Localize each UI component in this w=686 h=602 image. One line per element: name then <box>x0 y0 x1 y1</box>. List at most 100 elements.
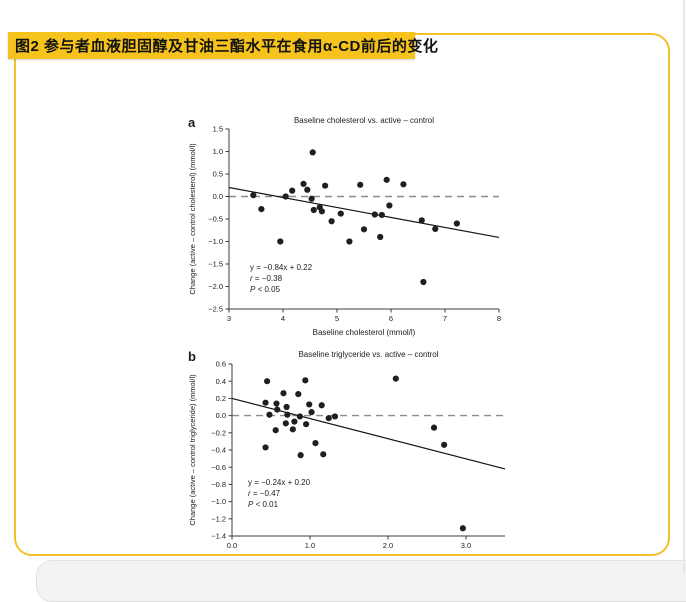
data-point <box>386 202 393 209</box>
y-tick-label: 0.5 <box>213 170 223 179</box>
chart-cholesterol-scatter: a Baseline cholesterol vs. active – contr… <box>188 115 501 337</box>
data-point <box>420 278 427 286</box>
data-point <box>357 181 364 188</box>
stats-annotation-line: P < 0.01 <box>248 500 279 509</box>
data-point <box>264 378 271 385</box>
y-tick-label: −2.5 <box>208 305 223 314</box>
data-point <box>325 415 332 422</box>
x-tick-label: 5 <box>335 314 339 323</box>
data-point <box>318 402 325 409</box>
data-point <box>312 440 319 447</box>
figure-card: a Baseline cholesterol vs. active – contr… <box>14 33 670 556</box>
data-point <box>400 181 407 188</box>
data-point <box>300 180 307 187</box>
data-point <box>262 399 269 406</box>
y-tick-label: 1.5 <box>213 125 223 134</box>
y-tick-label: −1.2 <box>211 514 226 523</box>
y-tick-label: 0.2 <box>216 394 226 403</box>
data-point <box>284 411 291 418</box>
x-tick-label: 8 <box>497 314 501 323</box>
stats-annotation-line: r = −0.38 <box>250 274 283 283</box>
data-point <box>250 192 257 199</box>
data-point <box>274 406 281 413</box>
data-point <box>430 424 438 431</box>
data-point <box>459 525 466 532</box>
data-point <box>296 413 303 420</box>
data-point <box>360 226 368 233</box>
page-right-edge <box>683 0 685 573</box>
stats-annotation-line: y = −0.84x + 0.22 <box>250 263 313 272</box>
background-card-edge <box>36 560 686 602</box>
data-point <box>297 452 304 459</box>
data-points <box>250 149 460 286</box>
x-tick-label: 3 <box>227 314 231 323</box>
y-tick-label: −2.0 <box>208 282 223 291</box>
data-point <box>289 187 296 194</box>
chart-triglyceride-scatter: b Baseline triglyceride vs. active – cont… <box>188 349 506 550</box>
y-tick-label: −1.0 <box>211 497 226 506</box>
data-point <box>309 149 316 156</box>
data-point <box>304 186 311 193</box>
y-tick-label: −1.5 <box>208 260 223 269</box>
x-axis-label: Baseline cholesterol (mmol/l) <box>313 328 416 337</box>
data-point <box>258 206 265 213</box>
y-tick-label: 0.4 <box>216 377 226 386</box>
data-point <box>302 377 309 384</box>
data-point <box>289 426 296 433</box>
data-point <box>432 225 439 232</box>
y-tick-label: 0.0 <box>213 192 223 201</box>
data-point <box>320 451 327 458</box>
data-point <box>371 211 378 218</box>
x-tick-label: 1.0 <box>305 541 315 550</box>
stats-annotation-line: r = −0.47 <box>248 489 281 498</box>
y-tick-label: −0.8 <box>211 480 226 489</box>
data-point <box>377 233 384 241</box>
y-axis-label: Change (active – control cholesterol) (m… <box>188 143 197 295</box>
x-tick-label: 6 <box>389 314 393 323</box>
data-point <box>322 182 329 189</box>
data-point <box>291 418 298 425</box>
stats-annotation-line: P < 0.05 <box>250 285 281 294</box>
x-tick-label: 0.0 <box>227 541 237 550</box>
data-point <box>378 211 385 219</box>
data-point <box>418 217 425 224</box>
figure-title-tab: 图2 参与者血液胆固醇及甘油三酯水平在食用α-CD前后的变化 <box>8 32 438 59</box>
chart-title: Baseline triglyceride vs. active – contr… <box>298 350 438 359</box>
x-tick-label: 7 <box>443 314 447 323</box>
data-point <box>308 409 315 416</box>
regression-line <box>231 397 506 470</box>
data-point <box>328 218 335 225</box>
x-tick-label: 4 <box>281 314 285 323</box>
y-tick-label: 1.0 <box>213 147 223 156</box>
data-point <box>272 427 279 434</box>
data-point <box>383 176 390 183</box>
regression-line <box>228 186 500 239</box>
y-tick-label: −0.4 <box>211 446 226 455</box>
y-tick-label: −1.4 <box>211 532 226 541</box>
panel-label: a <box>188 115 196 130</box>
data-point <box>308 195 315 202</box>
data-point <box>273 400 280 407</box>
stats-annotation-line: y = −0.24x + 0.20 <box>248 478 311 487</box>
data-point <box>282 193 289 200</box>
data-point <box>303 421 310 428</box>
data-point <box>262 444 269 451</box>
chart-title: Baseline cholesterol vs. active – contro… <box>294 116 434 125</box>
data-point <box>266 411 273 418</box>
data-point <box>282 420 289 427</box>
x-tick-label: 3.0 <box>461 541 471 550</box>
y-axis-label: Change (active – control triglyceride) (… <box>188 374 197 526</box>
figure-panels: a Baseline cholesterol vs. active – contr… <box>184 113 524 553</box>
x-tick-label: 2.0 <box>383 541 393 550</box>
data-point <box>392 375 399 382</box>
data-point <box>310 206 317 214</box>
data-point <box>318 208 325 215</box>
panel-label: b <box>188 349 196 364</box>
y-tick-label: −1.0 <box>208 237 223 246</box>
data-point <box>306 401 313 408</box>
data-point <box>337 210 344 217</box>
data-point <box>280 390 287 397</box>
y-tick-label: −0.5 <box>208 215 223 224</box>
data-point <box>277 238 284 245</box>
y-tick-label: 0.0 <box>216 411 226 420</box>
